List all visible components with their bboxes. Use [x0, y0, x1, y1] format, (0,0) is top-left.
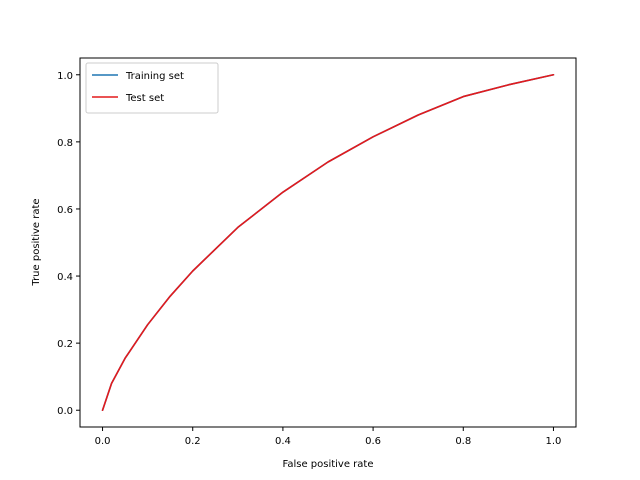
plot-frame — [79, 57, 577, 428]
y-tick-label: 0.2 — [57, 339, 73, 350]
x-axis-label: False positive rate — [283, 459, 374, 470]
x-tick-label: 0.2 — [185, 436, 201, 447]
y-tick-label: 0.8 — [57, 138, 73, 149]
y-axis-label: True positive rate — [31, 198, 42, 286]
y-tick-label: 0.6 — [57, 205, 73, 216]
legend: Training set Test set — [85, 62, 219, 114]
axis-ticks: 0.0 0.2 0.4 0.6 0.8 1.0 0.0 0.2 0.4 0.6 0.8 1.0 — [57, 71, 561, 447]
y-tick-label: 0.0 — [57, 406, 73, 417]
x-tick-label: 0.8 — [455, 436, 471, 447]
x-tick-label: 0.4 — [275, 436, 291, 447]
x-tick-label: 1.0 — [546, 436, 562, 447]
y-tick-label: 0.4 — [57, 272, 73, 283]
plot-area — [101, 73, 555, 412]
legend-box — [85, 62, 219, 114]
legend-label: Test set — [125, 93, 164, 104]
legend-label: Training set — [125, 71, 184, 82]
x-tick-label: 0.0 — [95, 436, 111, 447]
series-line-1 — [101, 73, 555, 412]
y-tick-label: 1.0 — [57, 71, 73, 82]
x-tick-label: 0.6 — [365, 436, 381, 447]
